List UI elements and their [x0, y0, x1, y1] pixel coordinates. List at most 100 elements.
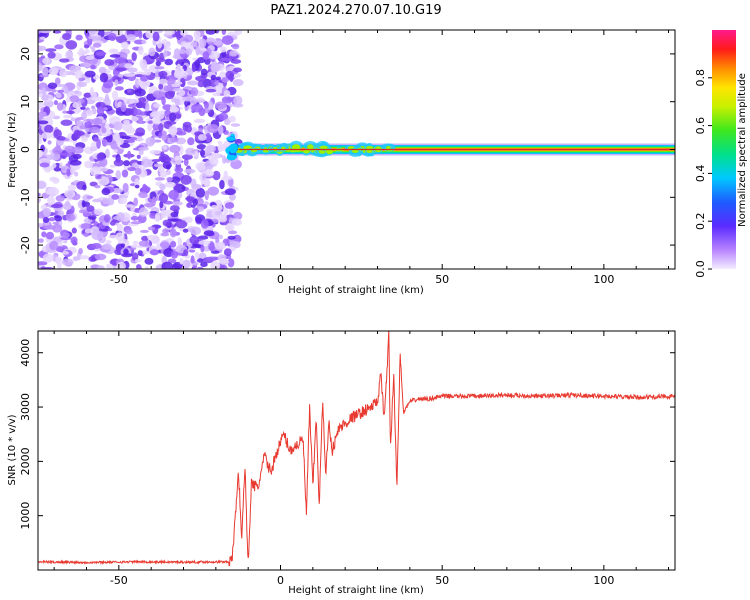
noise-blob	[113, 121, 123, 131]
noise-blob	[158, 193, 169, 203]
noise-blob	[71, 227, 77, 234]
noise-blob	[89, 87, 94, 97]
noise-blob	[195, 75, 207, 82]
noise-blob	[207, 41, 215, 46]
noise-blob	[144, 266, 149, 269]
noise-blob	[231, 43, 240, 50]
noise-blob	[169, 112, 177, 122]
noise-blob	[220, 57, 233, 62]
snr-xtick-label: 50	[435, 574, 449, 587]
noise-blob	[195, 187, 206, 198]
noise-blob	[74, 171, 79, 177]
noise-blob	[164, 30, 175, 36]
noise-blob	[192, 207, 199, 216]
noise-blob	[152, 31, 160, 42]
noise-blob	[171, 106, 180, 113]
noise-blob	[59, 58, 70, 63]
noise-blob	[113, 149, 118, 153]
noise-blob	[89, 166, 102, 177]
noise-blob	[223, 205, 229, 216]
noise-blob	[119, 197, 127, 205]
spectrogram-ytick-label: 10	[19, 95, 32, 109]
noise-blob	[74, 69, 84, 80]
noise-blob	[62, 231, 70, 239]
noise-blob	[95, 51, 107, 56]
noise-blob	[105, 240, 112, 244]
noise-blob	[166, 177, 173, 182]
noise-blob	[205, 256, 218, 262]
noise-blob	[145, 30, 155, 39]
noise-blob	[137, 250, 143, 257]
noise-blob	[186, 80, 199, 86]
noise-blob	[134, 258, 141, 263]
noise-blob	[78, 247, 83, 255]
noise-blob	[227, 175, 232, 180]
noise-blob	[210, 157, 219, 166]
noise-blob	[38, 238, 44, 243]
noise-blob	[157, 40, 163, 49]
noise-blob	[164, 43, 171, 47]
noise-blob	[91, 230, 104, 241]
noise-blob	[138, 146, 150, 151]
noise-blob	[145, 137, 156, 146]
noise-blob	[53, 100, 59, 106]
noise-blob	[138, 45, 144, 56]
noise-blob	[174, 155, 182, 166]
noise-blob	[82, 184, 87, 191]
noise-blob	[151, 158, 162, 163]
noise-blob	[104, 148, 110, 159]
noise-blob	[67, 192, 73, 200]
noise-blob	[88, 30, 94, 34]
noise-blob	[158, 123, 164, 132]
noise-blob	[109, 54, 121, 58]
noise-blob	[120, 135, 132, 140]
noise-blob	[137, 114, 143, 124]
noise-blob	[180, 30, 189, 36]
noise-blob	[203, 35, 208, 40]
spectrogram-ylabel: Frequency (Hz)	[7, 112, 18, 188]
noise-blob	[159, 170, 168, 178]
snr-frame	[37, 330, 676, 571]
noise-blob	[197, 133, 207, 141]
noise-blob	[200, 219, 209, 229]
colorbar-tick-label: 0.0	[694, 260, 707, 278]
noise-blob	[162, 219, 171, 227]
noise-blob	[184, 168, 196, 174]
noise-blob	[54, 215, 63, 222]
noise-blob	[179, 77, 186, 88]
snr-ticks: -50 0 50 100 1000 2000 3000 4000	[19, 331, 675, 587]
noise-blob	[125, 229, 133, 235]
noise-blob	[123, 73, 136, 77]
noise-blob	[45, 231, 55, 240]
noise-blob	[189, 249, 196, 253]
noise-blob	[70, 117, 77, 122]
noise-blob	[192, 262, 199, 266]
spectrogram-xtick-label: 50	[435, 273, 449, 286]
noise-blob	[222, 155, 227, 164]
noise-blob	[174, 166, 184, 173]
noise-blob	[127, 104, 137, 108]
noise-blob	[124, 63, 133, 69]
noise-blob	[194, 251, 200, 259]
noise-blob	[123, 160, 131, 167]
noise-blob	[156, 57, 166, 63]
noise-blob	[180, 174, 192, 185]
noise-blob	[190, 255, 195, 264]
noise-blob	[61, 258, 74, 266]
noise-blob	[75, 34, 83, 41]
noise-blob	[44, 124, 54, 134]
noise-blob	[199, 38, 207, 48]
noise-blob	[227, 258, 235, 268]
noise-blob	[113, 159, 124, 167]
noise-blob	[221, 35, 234, 45]
noise-blob	[196, 144, 207, 150]
noise-blob	[195, 119, 204, 123]
noise-blob	[133, 208, 140, 212]
snr-ytick-label: 4000	[19, 339, 32, 367]
noise-blob	[164, 58, 174, 66]
snr-ylabel: SNR (10 * v/v)	[7, 414, 18, 485]
colorbar: 0.0 0.2 0.4 0.6 0.8 Normalized spectral ampl…	[694, 30, 748, 278]
spectrogram-xtick-label: 0	[277, 273, 284, 286]
noise-blob	[225, 223, 235, 232]
noise-blob	[154, 112, 165, 120]
